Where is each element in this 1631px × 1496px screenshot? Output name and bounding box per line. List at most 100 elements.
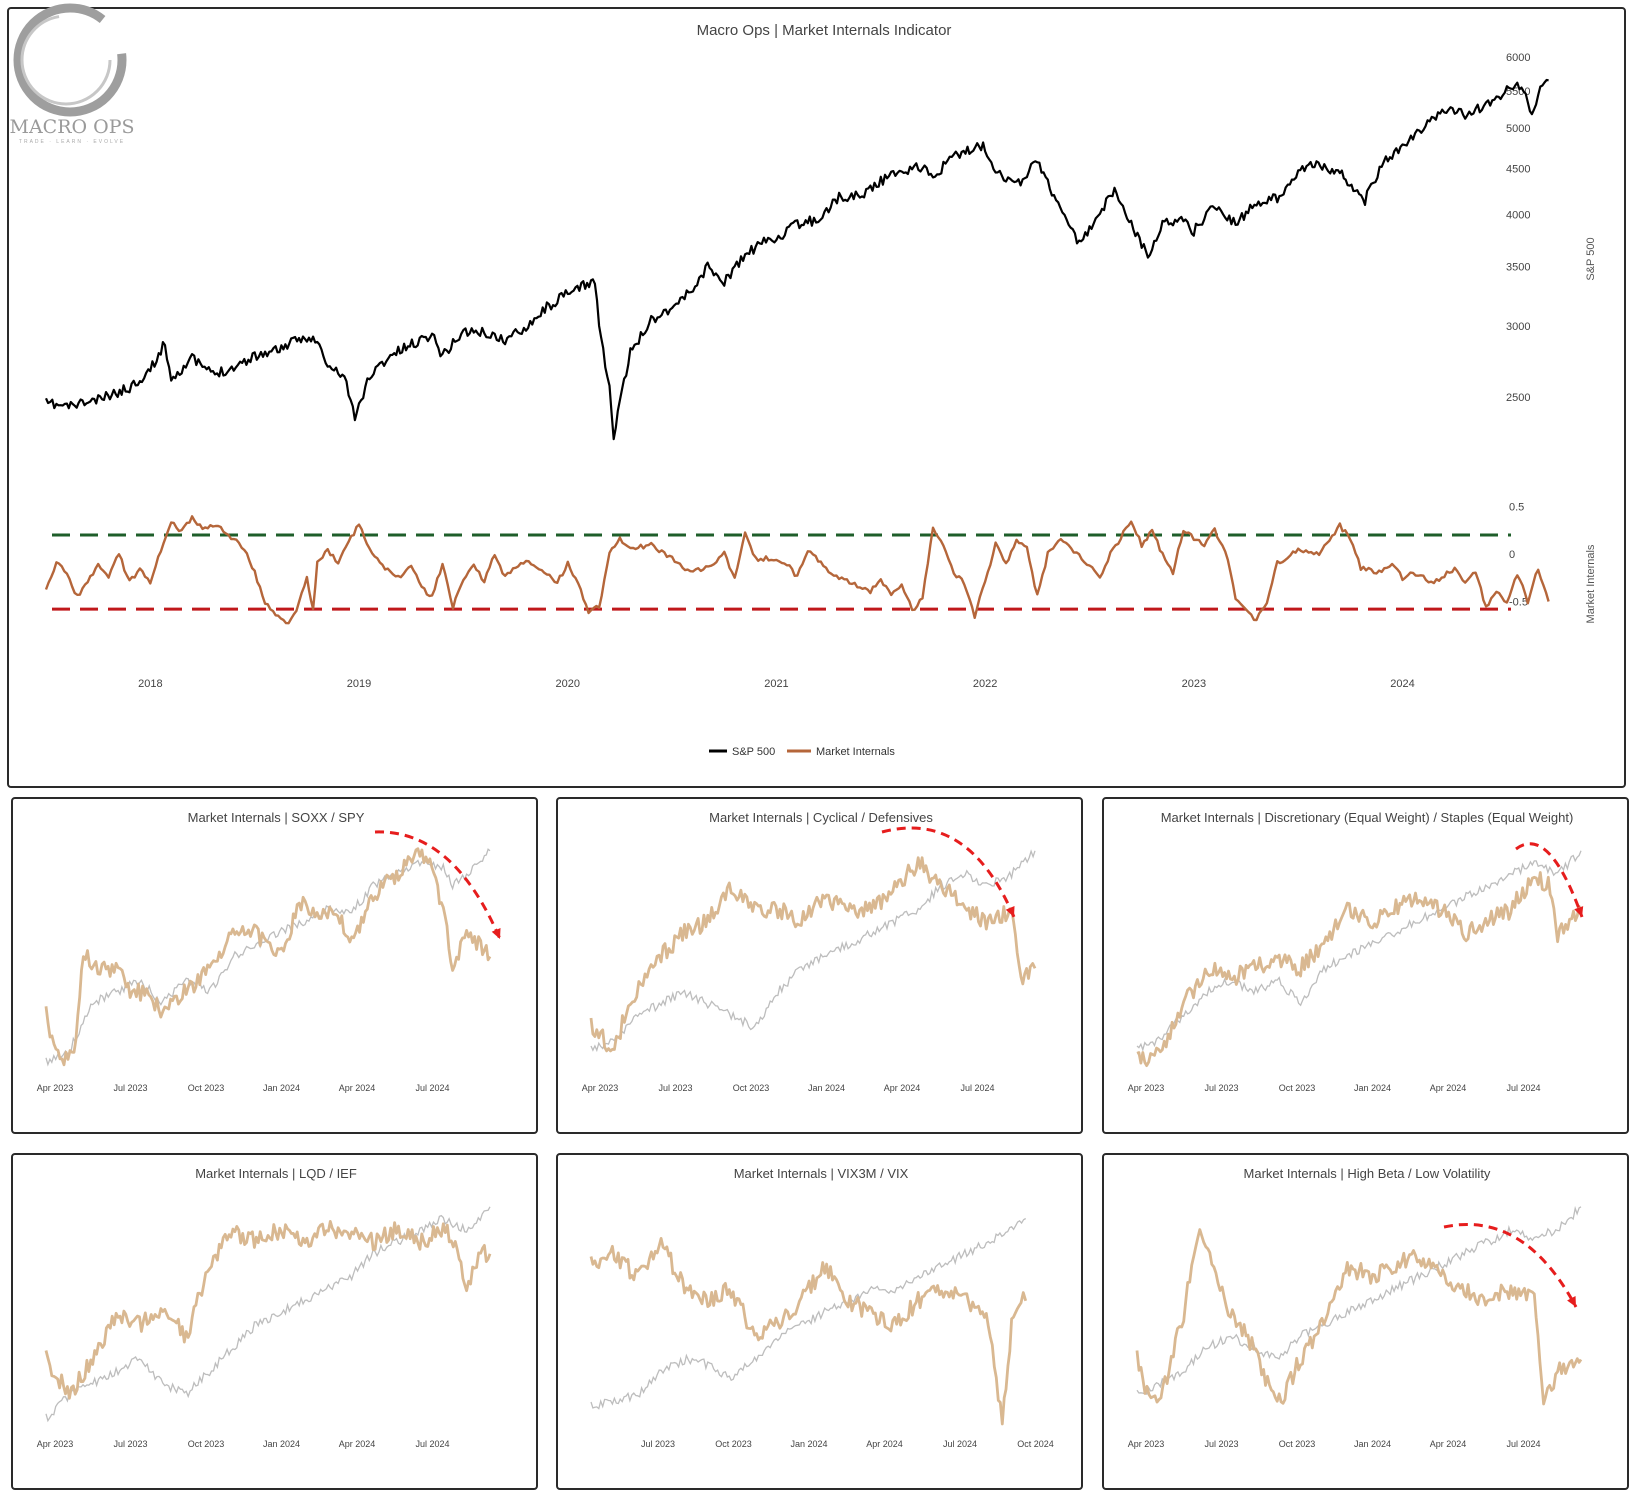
arrowhead-icon xyxy=(1005,906,1015,917)
main-chart: Macro Ops | Market Internals Indicator S… xyxy=(44,22,1597,758)
x-tick-label: 2024 xyxy=(1390,678,1414,690)
internals-tick-label: -0.5 xyxy=(1509,597,1528,609)
panel-x-tick-label: Apr 2024 xyxy=(1430,1439,1467,1449)
panel-x-tick-label: Jul 2024 xyxy=(1506,1439,1540,1449)
panel-title: Market Internals | VIX3M / VIX xyxy=(734,1166,909,1181)
panel-x-tick-label: Jan 2024 xyxy=(263,1439,300,1449)
panel-x-tick-label: Jul 2023 xyxy=(113,1083,147,1093)
internals-tick-label: 0.5 xyxy=(1509,502,1524,514)
panel-x-tick-label: Jul 2024 xyxy=(960,1083,994,1093)
panel-x-tick-label: Oct 2024 xyxy=(1017,1439,1054,1449)
panel-x-tick-label: Apr 2024 xyxy=(866,1439,903,1449)
x-tick-label: 2020 xyxy=(556,678,580,690)
sp500-tick-label: 2500 xyxy=(1506,392,1530,404)
panel-x-tick-label: Oct 2023 xyxy=(1279,1083,1316,1093)
panel-title: Market Internals | Cyclical / Defensives xyxy=(709,810,933,825)
logo-ring-icon xyxy=(13,3,127,117)
sp500-tick-label: 4500 xyxy=(1506,164,1530,176)
panel-x-tick-label: Jul 2024 xyxy=(415,1439,449,1449)
panel-x-tick-label: Jul 2024 xyxy=(943,1439,977,1449)
benchmark-line xyxy=(590,1217,1027,1410)
sp500-tick-label: 3000 xyxy=(1506,321,1530,333)
panel-x-tick-label: Jan 2024 xyxy=(1354,1439,1391,1449)
panel-x-tick-label: Apr 2023 xyxy=(37,1439,74,1449)
lqd-ief-chart: Market Internals | LQD / IEF Apr 2023 Jul … xyxy=(37,1166,492,1449)
logo-wordmark: MACRO OPS xyxy=(9,116,134,138)
benchmark-line xyxy=(45,848,491,1067)
panel-title: Market Internals | High Beta / Low Volat… xyxy=(1244,1166,1491,1181)
panel-x-tick-label: Jul 2023 xyxy=(1204,1083,1238,1093)
high-beta-low-vol-panel: Market Internals | High Beta / Low Volat… xyxy=(1102,1153,1629,1490)
ratio-line xyxy=(589,1237,1028,1426)
soxx-spy-panel: Market Internals | SOXX / SPY Apr 2023 Jul… xyxy=(11,797,538,1134)
vix3m-vix-chart: Market Internals | VIX3M / VIX Jul 2023 Oc… xyxy=(589,1166,1054,1449)
ratio-line xyxy=(1136,871,1583,1067)
main-chart-title: Macro Ops | Market Internals Indicator xyxy=(697,22,952,39)
discretionary-staples-panel: Market Internals | Discretionary (Equal … xyxy=(1102,797,1629,1134)
panel-x-tick-label: Apr 2024 xyxy=(339,1083,376,1093)
legend-sp500-label: S&P 500 xyxy=(732,746,775,758)
panel-x-tick-label: Apr 2023 xyxy=(1128,1439,1165,1449)
ratio-line xyxy=(589,856,1037,1053)
discretionary-staples-chart: Market Internals | Discretionary (Equal … xyxy=(1128,810,1584,1093)
chart-legend[interactable]: S&P 500 Market Internals xyxy=(709,746,895,758)
panel-x-tick-label: Jan 2024 xyxy=(790,1439,827,1449)
cyclical-defensives-chart: Market Internals | Cyclical / Defensives… xyxy=(582,810,1037,1093)
arrowhead-icon xyxy=(1567,1296,1576,1307)
benchmark-line xyxy=(45,1206,491,1423)
panel-x-tick-label: Oct 2023 xyxy=(1279,1439,1316,1449)
x-tick-label: 2022 xyxy=(973,678,997,690)
panel-x-tick-label: Apr 2024 xyxy=(884,1083,921,1093)
ratio-line xyxy=(44,847,492,1067)
benchmark-line xyxy=(590,849,1036,1053)
internals-tick-label: 0 xyxy=(1509,549,1515,561)
benchmark-line xyxy=(1136,850,1582,1052)
panel-x-tick-label: Jan 2024 xyxy=(263,1083,300,1093)
main-chart-panel: Macro Ops | Market Internals Indicator S… xyxy=(7,7,1626,788)
sp500-tick-label: 4000 xyxy=(1506,209,1530,221)
panel-x-tick-label: Apr 2024 xyxy=(339,1439,376,1449)
panel-x-tick-label: Jul 2024 xyxy=(1506,1083,1540,1093)
dashed-arrow-icon xyxy=(1515,842,1584,918)
panel-x-tick-label: Apr 2023 xyxy=(582,1083,619,1093)
high-beta-low-vol-chart: Market Internals | High Beta / Low Volat… xyxy=(1128,1166,1583,1449)
panel-x-tick-label: Oct 2023 xyxy=(733,1083,770,1093)
x-tick-label: 2021 xyxy=(764,678,788,690)
panel-x-tick-label: Jan 2024 xyxy=(1354,1083,1391,1093)
cyclical-defensives-panel: Market Internals | Cyclical / Defensives… xyxy=(556,797,1083,1134)
x-tick-label: 2019 xyxy=(347,678,371,690)
panel-x-tick-label: Jul 2023 xyxy=(641,1439,675,1449)
panel-x-tick-label: Jul 2023 xyxy=(113,1439,147,1449)
panel-x-tick-label: Apr 2024 xyxy=(1430,1083,1467,1093)
ratio-line xyxy=(1135,1228,1583,1406)
panel-x-tick-label: Oct 2023 xyxy=(188,1439,225,1449)
panel-x-tick-label: Apr 2023 xyxy=(1128,1083,1165,1093)
legend-internals-label: Market Internals xyxy=(816,746,895,758)
dashed-arrow-icon xyxy=(374,830,502,940)
panel-x-tick-label: Jul 2024 xyxy=(415,1083,449,1093)
market-internals-line xyxy=(44,515,1550,625)
sp500-axis-label: S&P 500 xyxy=(1585,237,1597,280)
sp500-tick-label: 5000 xyxy=(1506,123,1530,135)
lqd-ief-panel: Market Internals | LQD / IEF Apr 2023 Jul … xyxy=(11,1153,538,1490)
benchmark-line xyxy=(1136,1205,1582,1395)
panel-x-tick-label: Jul 2023 xyxy=(1204,1439,1238,1449)
panel-x-tick-label: Oct 2023 xyxy=(188,1083,225,1093)
panel-title: Market Internals | LQD / IEF xyxy=(195,1166,357,1181)
macro-ops-logo: MACRO OPS TRADE · LEARN · EVOLVE xyxy=(9,3,135,145)
x-tick-label: 2023 xyxy=(1182,678,1206,690)
panel-title: Market Internals | SOXX / SPY xyxy=(188,810,365,825)
x-tick-label: 2018 xyxy=(138,678,162,690)
internals-axis-label: Market Internals xyxy=(1585,544,1597,623)
arrowhead-icon xyxy=(491,928,501,939)
panel-x-tick-label: Apr 2023 xyxy=(37,1083,74,1093)
panel-x-tick-label: Oct 2023 xyxy=(715,1439,752,1449)
panel-x-tick-label: Jan 2024 xyxy=(808,1083,845,1093)
panel-x-tick-label: Jul 2023 xyxy=(658,1083,692,1093)
logo-inner-ring-icon xyxy=(20,14,112,106)
soxx-spy-chart: Market Internals | SOXX / SPY Apr 2023 Jul… xyxy=(37,810,502,1093)
dashed-arrow-icon xyxy=(1443,1222,1578,1308)
sp500-tick-label: 6000 xyxy=(1506,52,1530,64)
sp500-tick-label: 3500 xyxy=(1506,261,1530,273)
arrowhead-icon xyxy=(1574,906,1584,917)
